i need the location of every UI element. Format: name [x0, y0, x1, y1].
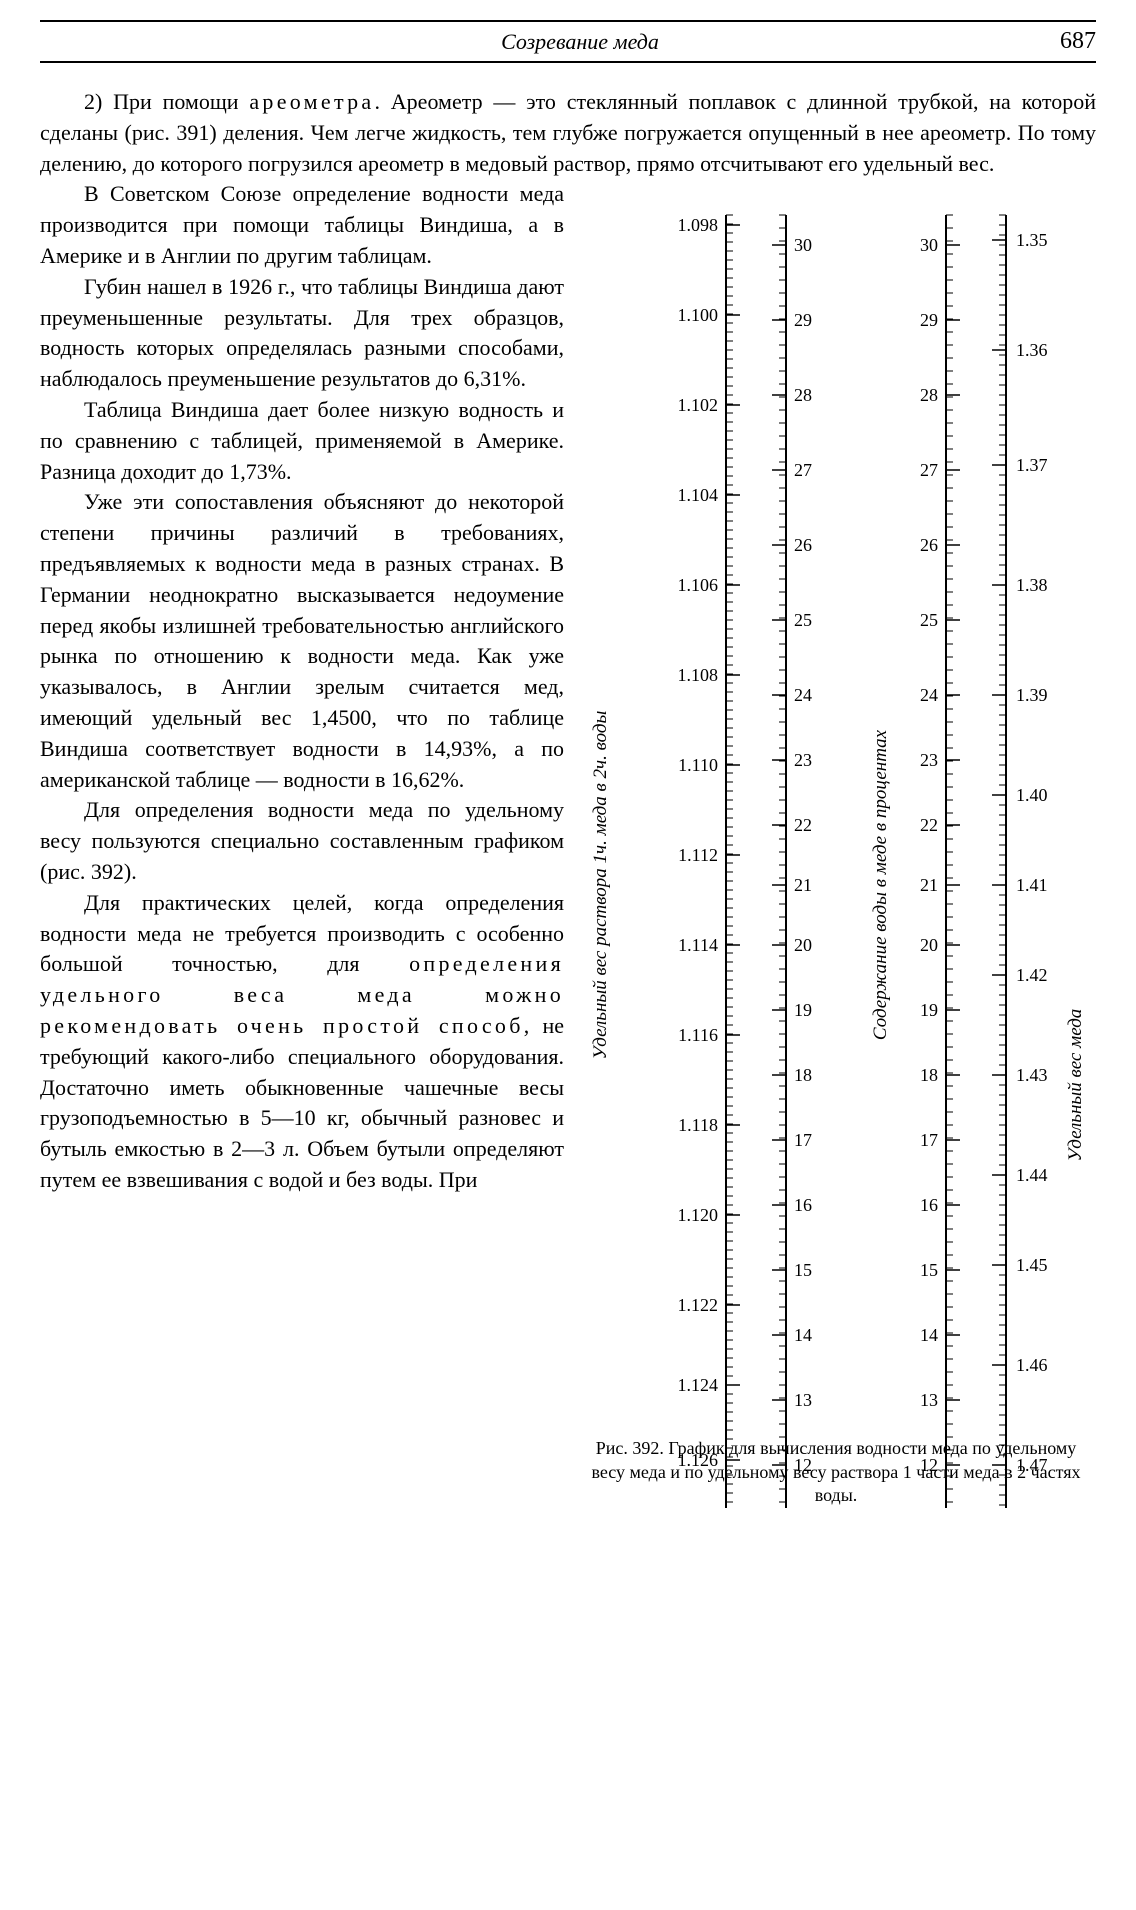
svg-text:1.110: 1.110	[678, 755, 718, 775]
svg-text:1.118: 1.118	[678, 1115, 718, 1135]
svg-text:25: 25	[794, 610, 812, 630]
svg-text:29: 29	[920, 310, 938, 330]
svg-text:16: 16	[794, 1195, 812, 1215]
svg-text:1.126: 1.126	[678, 1450, 719, 1470]
svg-text:1.36: 1.36	[1016, 340, 1048, 360]
svg-text:12: 12	[794, 1455, 812, 1475]
svg-text:Удельный вес меда: Удельный вес меда	[1065, 1009, 1086, 1162]
svg-text:29: 29	[794, 310, 812, 330]
svg-text:17: 17	[920, 1130, 938, 1150]
svg-text:13: 13	[920, 1390, 938, 1410]
svg-text:1.106: 1.106	[678, 575, 719, 595]
svg-text:15: 15	[920, 1260, 938, 1280]
p1-text-a: 2) При помощи	[84, 89, 249, 114]
svg-text:28: 28	[794, 385, 812, 405]
svg-text:1.45: 1.45	[1016, 1255, 1048, 1275]
svg-text:24: 24	[920, 685, 938, 705]
svg-text:18: 18	[920, 1065, 938, 1085]
svg-text:14: 14	[794, 1325, 812, 1345]
svg-text:1.39: 1.39	[1016, 685, 1048, 705]
figure-392: 1.098 1.100 1.102 1.104 1.106 1.108 1.110 1.112…	[576, 185, 1096, 1507]
svg-text:16: 16	[920, 1195, 938, 1215]
svg-text:19: 19	[794, 1000, 812, 1020]
svg-text:1.102: 1.102	[678, 395, 719, 415]
svg-text:15: 15	[794, 1260, 812, 1280]
svg-text:17: 17	[794, 1130, 812, 1150]
svg-text:1.108: 1.108	[678, 665, 719, 685]
figure-chart: 1.098 1.100 1.102 1.104 1.106 1.108 1.110 1.112…	[576, 185, 1096, 1425]
svg-text:1.41: 1.41	[1016, 875, 1048, 895]
svg-text:1.120: 1.120	[678, 1205, 719, 1225]
svg-text:13: 13	[794, 1390, 812, 1410]
body-content: 2) При помощи ареометра. Ареометр — это …	[40, 87, 1096, 1508]
svg-text:1.124: 1.124	[678, 1375, 719, 1395]
svg-text:1.43: 1.43	[1016, 1065, 1048, 1085]
svg-text:22: 22	[794, 815, 812, 835]
svg-text:1.46: 1.46	[1016, 1355, 1048, 1375]
svg-text:23: 23	[920, 750, 938, 770]
svg-text:Содержание воды в меде в проце: Содержание воды в меде в процентах	[870, 730, 891, 1041]
svg-text:1.44: 1.44	[1016, 1165, 1048, 1185]
svg-text:20: 20	[920, 935, 938, 955]
paragraph-1: 2) При помощи ареометра. Ареометр — это …	[40, 87, 1096, 179]
svg-text:1.47: 1.47	[1016, 1455, 1048, 1475]
p1-spaced: ареометра	[249, 89, 374, 114]
svg-text:14: 14	[920, 1325, 938, 1345]
svg-text:1.42: 1.42	[1016, 965, 1048, 985]
svg-text:21: 21	[794, 875, 812, 895]
svg-text:1.40: 1.40	[1016, 785, 1048, 805]
nomogram-svg: 1.098 1.100 1.102 1.104 1.106 1.108 1.110 1.112…	[576, 185, 1096, 1507]
page-header: Созревание меда 687	[40, 20, 1096, 63]
svg-text:1.098: 1.098	[678, 215, 719, 235]
svg-text:30: 30	[920, 235, 938, 255]
svg-text:1.104: 1.104	[678, 485, 719, 505]
p7-text-b: , не требующий какого-либо специального …	[40, 1013, 564, 1192]
svg-text:1.112: 1.112	[678, 845, 718, 865]
svg-text:18: 18	[794, 1065, 812, 1085]
svg-text:12: 12	[920, 1455, 938, 1475]
svg-text:1.37: 1.37	[1016, 455, 1048, 475]
svg-text:28: 28	[920, 385, 938, 405]
svg-text:30: 30	[794, 235, 812, 255]
svg-text:Удельный вес раствора 1ч. меда: Удельный вес раствора 1ч. меда в 2ч. вод…	[590, 711, 611, 1060]
svg-text:1.35: 1.35	[1016, 230, 1048, 250]
svg-text:27: 27	[920, 460, 938, 480]
svg-text:24: 24	[794, 685, 812, 705]
svg-text:26: 26	[920, 535, 938, 555]
svg-text:25: 25	[920, 610, 938, 630]
svg-text:27: 27	[794, 460, 812, 480]
svg-text:1.122: 1.122	[678, 1295, 719, 1315]
svg-text:1.100: 1.100	[678, 305, 719, 325]
svg-text:23: 23	[794, 750, 812, 770]
svg-text:19: 19	[920, 1000, 938, 1020]
svg-text:20: 20	[794, 935, 812, 955]
svg-text:1.38: 1.38	[1016, 575, 1048, 595]
svg-text:1.114: 1.114	[678, 935, 718, 955]
header-title: Созревание меда	[100, 29, 1060, 55]
svg-text:1.116: 1.116	[678, 1025, 718, 1045]
svg-text:22: 22	[920, 815, 938, 835]
svg-text:26: 26	[794, 535, 812, 555]
svg-text:21: 21	[920, 875, 938, 895]
page-number: 687	[1060, 28, 1096, 55]
